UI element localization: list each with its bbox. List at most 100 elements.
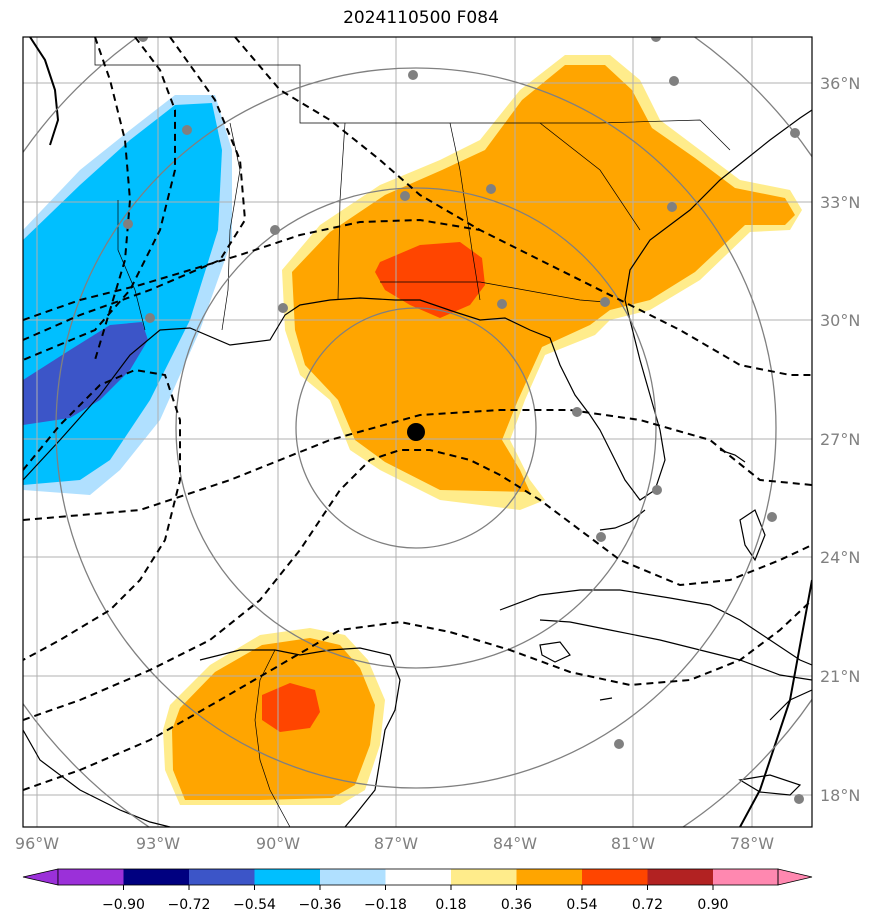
colorbar-tick-label: 0.72 <box>632 897 663 913</box>
colorbar-tick-label: −0.54 <box>233 897 276 913</box>
map-title: 2024110500 F084 <box>343 8 499 28</box>
lat-label: 24°N <box>820 548 860 567</box>
deepskyblue-fill <box>23 103 222 485</box>
station-markers <box>123 37 804 804</box>
lat-label: 33°N <box>820 193 860 212</box>
station-marker <box>652 485 662 495</box>
longitude-labels: 96°W 93°W 90°W 87°W 84°W 81°W 78°W <box>15 834 774 853</box>
dashed-contours <box>23 37 812 791</box>
lon-label: 90°W <box>256 834 300 853</box>
cuba-coast-south <box>539 619 812 681</box>
isle-of-youth <box>539 641 571 663</box>
mexico-coast <box>23 729 171 827</box>
station-marker <box>790 128 800 138</box>
lat-label: 27°N <box>820 430 860 449</box>
northwest-coast <box>29 37 60 146</box>
contour-line <box>23 37 176 361</box>
colorbar-frame <box>57 868 779 886</box>
station-marker <box>400 191 410 201</box>
station-marker <box>138 37 148 42</box>
colorbar-tick-label: −0.90 <box>102 897 145 913</box>
lon-label: 84°W <box>493 834 537 853</box>
range-ring-3 <box>55 67 777 789</box>
latitude-labels: 36°N 33°N 30°N 27°N 24°N 21°N 18°N <box>820 74 860 805</box>
station-marker <box>486 184 496 194</box>
lat-label: 18°N <box>820 786 860 805</box>
state-border <box>449 122 481 301</box>
colorbar-ticks <box>123 885 714 890</box>
lon-label: 93°W <box>136 834 180 853</box>
colorbar-segment <box>647 869 713 885</box>
colorbar-segment <box>713 869 778 885</box>
station-marker <box>794 794 804 804</box>
colorbar-tick-label: 0.54 <box>566 897 597 913</box>
station-marker <box>600 297 610 307</box>
colorbar-segment <box>320 869 386 885</box>
colorbar-tick-label: 0.36 <box>501 897 532 913</box>
state-border <box>94 37 600 124</box>
station-marker <box>596 532 606 542</box>
state-border <box>599 119 731 151</box>
colorbar-segment <box>189 869 255 885</box>
range-ring-2 <box>175 187 657 669</box>
plot-frame <box>22 36 813 828</box>
cayman-island <box>599 697 613 701</box>
colorbar-segment <box>582 869 648 885</box>
station-marker <box>572 407 582 417</box>
colorbar-segment <box>516 869 582 885</box>
state-border <box>539 122 641 231</box>
contour-line <box>23 449 812 721</box>
contour-line <box>23 599 812 791</box>
us-gulf-coast <box>23 109 812 501</box>
colorbar-segment <box>451 869 517 885</box>
orange-fill-north <box>292 65 795 492</box>
colorbar-segment <box>58 869 124 885</box>
station-marker <box>270 225 280 235</box>
negative-anomaly-field <box>23 95 232 495</box>
colorbar-extend-low <box>22 868 59 886</box>
lon-label: 81°W <box>611 834 655 853</box>
colorbar-tick-label: 0.90 <box>697 897 728 913</box>
contour-line <box>23 37 247 341</box>
colorbar-tick-label: −0.18 <box>364 897 407 913</box>
storm-center-marker <box>407 423 425 441</box>
lon-label: 96°W <box>15 834 59 853</box>
colorbar-extend-high <box>777 868 813 886</box>
royalblue-fill <box>23 322 148 425</box>
colorbar-segment <box>123 869 189 885</box>
lat-label: 30°N <box>820 311 860 330</box>
lat-label: 21°N <box>820 667 860 686</box>
station-marker <box>669 76 679 86</box>
southeast-coast <box>739 579 812 827</box>
cuba-coast <box>499 589 812 666</box>
jamaica <box>738 774 802 796</box>
contour-line <box>94 37 132 361</box>
contour-line <box>23 409 812 521</box>
state-border <box>380 281 606 303</box>
colorbar-segment <box>254 869 320 885</box>
station-marker <box>497 299 507 309</box>
florida-keys <box>599 509 646 531</box>
colorbar-tick-label: −0.36 <box>299 897 342 913</box>
station-marker <box>408 70 418 80</box>
station-marker <box>614 739 624 749</box>
station-marker <box>182 125 192 135</box>
lon-label: 87°W <box>374 834 418 853</box>
station-marker <box>278 303 288 313</box>
station-marker <box>667 202 677 212</box>
station-marker <box>767 512 777 522</box>
station-marker <box>123 219 133 229</box>
colorbar-segment <box>385 869 451 885</box>
orangered-fill-south <box>262 683 320 732</box>
station-marker <box>145 313 155 323</box>
bahamas <box>739 509 766 562</box>
orangered-fill-north <box>375 242 485 318</box>
station-marker <box>651 37 661 42</box>
colorbar-tick-label: −0.72 <box>168 897 211 913</box>
range-ring-1 <box>295 307 537 549</box>
lon-label: 78°W <box>730 834 774 853</box>
lat-label: 36°N <box>820 74 860 93</box>
